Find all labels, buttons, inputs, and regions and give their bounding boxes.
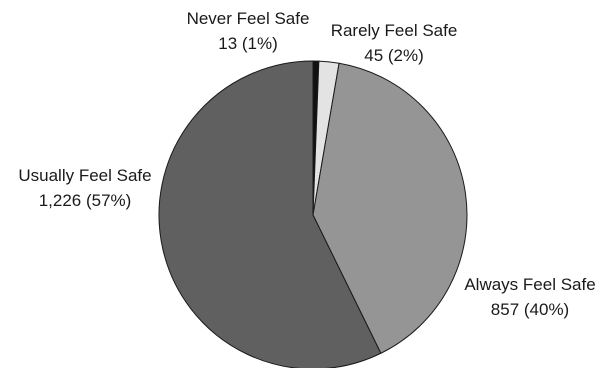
label-rarely-value: 45 (2%): [364, 46, 424, 65]
pie-slice-always-feel-safe: [312, 62, 468, 354]
label-always-value: 857 (40%): [491, 300, 569, 319]
label-usually-name: Usually Feel Safe: [18, 166, 151, 185]
pie-slice-usually-feel-safe: [158, 60, 382, 368]
label-usually-value: 1,226 (57%): [39, 191, 132, 210]
label-always-name: Always Feel Safe: [464, 275, 595, 294]
label-never-value: 13 (1%): [218, 34, 278, 53]
label-never-name: Never Feel Safe: [187, 9, 310, 28]
pie-slices: [158, 60, 468, 368]
label-rarely-name: Rarely Feel Safe: [331, 21, 458, 40]
